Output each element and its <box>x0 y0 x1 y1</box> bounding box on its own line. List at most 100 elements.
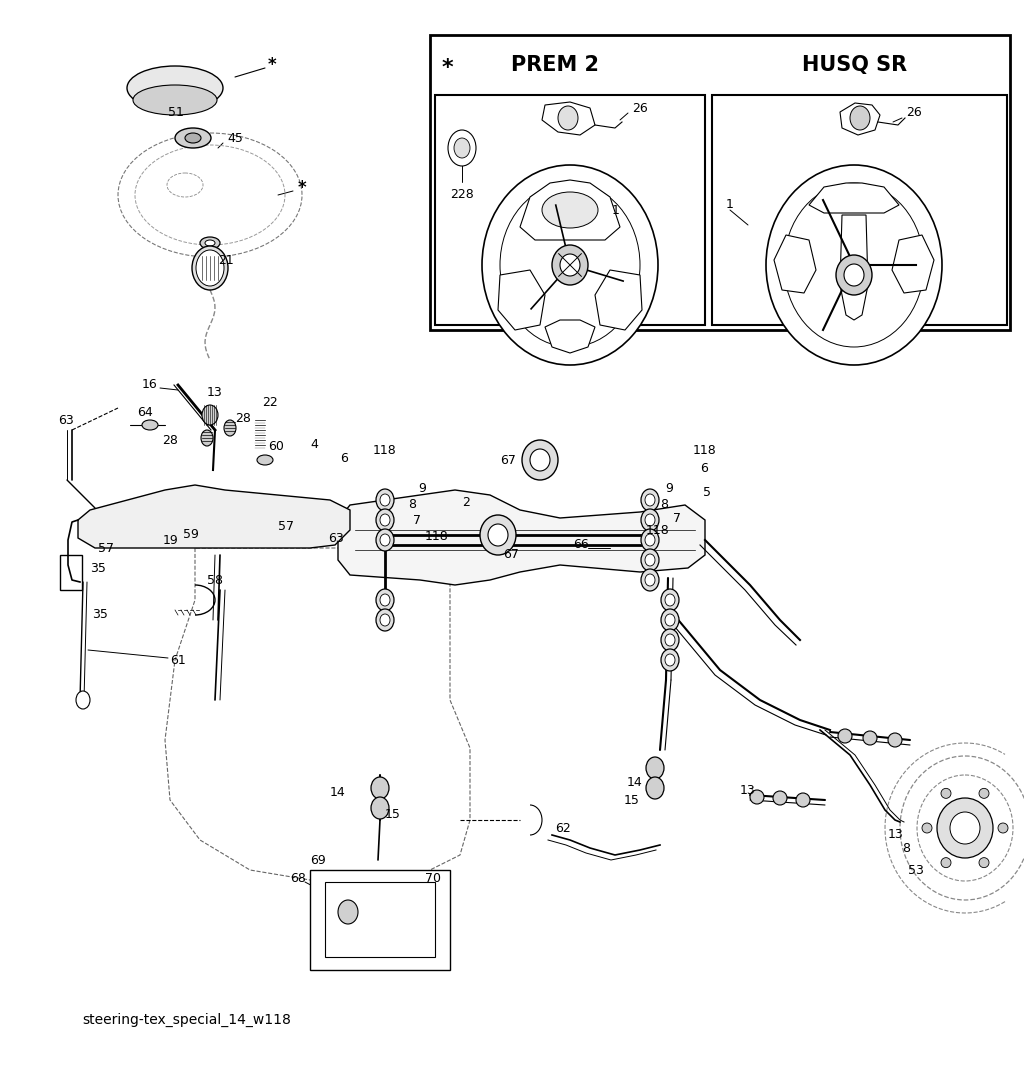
Text: 4: 4 <box>310 439 317 452</box>
Bar <box>435 95 705 325</box>
Polygon shape <box>78 485 350 548</box>
Text: 2: 2 <box>462 496 470 510</box>
Text: 228: 228 <box>450 188 474 201</box>
Ellipse shape <box>641 529 659 551</box>
Ellipse shape <box>371 777 389 799</box>
Polygon shape <box>892 235 934 293</box>
Text: 16: 16 <box>142 379 158 392</box>
Text: 28: 28 <box>234 411 251 425</box>
Text: 118: 118 <box>693 443 717 456</box>
Polygon shape <box>498 270 545 330</box>
Text: 21: 21 <box>218 254 233 267</box>
Ellipse shape <box>522 440 558 480</box>
Ellipse shape <box>196 250 224 286</box>
Ellipse shape <box>998 823 1008 833</box>
Ellipse shape <box>376 509 394 530</box>
Ellipse shape <box>979 858 989 867</box>
Text: 1: 1 <box>612 203 620 216</box>
Ellipse shape <box>376 489 394 511</box>
Text: 45: 45 <box>227 131 243 144</box>
Ellipse shape <box>257 455 273 465</box>
Ellipse shape <box>200 237 220 249</box>
Text: 67: 67 <box>500 453 516 467</box>
Ellipse shape <box>454 138 470 158</box>
Ellipse shape <box>380 514 390 526</box>
Ellipse shape <box>380 594 390 606</box>
Ellipse shape <box>558 107 578 130</box>
Text: 59: 59 <box>183 528 199 541</box>
Text: 35: 35 <box>92 609 108 622</box>
Ellipse shape <box>641 509 659 530</box>
Text: *: * <box>268 56 276 74</box>
Polygon shape <box>542 102 595 134</box>
Bar <box>310 870 450 969</box>
Text: 61: 61 <box>170 653 185 666</box>
Ellipse shape <box>338 900 358 924</box>
Text: 57: 57 <box>278 520 294 533</box>
Ellipse shape <box>863 731 877 745</box>
Ellipse shape <box>937 798 993 858</box>
Ellipse shape <box>552 245 588 285</box>
Ellipse shape <box>175 128 211 148</box>
Ellipse shape <box>662 609 679 631</box>
Ellipse shape <box>76 691 90 709</box>
Text: 8: 8 <box>902 841 910 854</box>
Text: 35: 35 <box>90 562 105 575</box>
Ellipse shape <box>665 594 675 606</box>
Text: 62: 62 <box>555 821 570 835</box>
Text: 22: 22 <box>262 396 278 410</box>
Polygon shape <box>840 103 880 134</box>
Ellipse shape <box>193 246 228 291</box>
Ellipse shape <box>488 524 508 546</box>
Ellipse shape <box>941 858 951 867</box>
Text: 26: 26 <box>632 101 648 114</box>
Ellipse shape <box>560 254 580 277</box>
Ellipse shape <box>646 777 664 799</box>
Text: 118: 118 <box>425 530 449 543</box>
Text: 64: 64 <box>137 407 153 420</box>
Text: 63: 63 <box>328 532 344 544</box>
Ellipse shape <box>641 569 659 591</box>
Text: 15: 15 <box>385 808 400 821</box>
Ellipse shape <box>662 629 679 651</box>
Text: 5: 5 <box>703 485 711 498</box>
Polygon shape <box>338 490 705 585</box>
Ellipse shape <box>380 494 390 506</box>
Ellipse shape <box>773 791 787 805</box>
Text: 9: 9 <box>665 481 673 495</box>
Polygon shape <box>840 215 868 320</box>
Ellipse shape <box>645 494 655 506</box>
Ellipse shape <box>665 614 675 626</box>
Text: *: * <box>442 58 454 77</box>
Polygon shape <box>595 270 642 330</box>
Text: 118: 118 <box>373 443 396 456</box>
Text: 26: 26 <box>906 105 922 118</box>
Ellipse shape <box>796 793 810 807</box>
Text: 68: 68 <box>290 872 306 884</box>
Text: 13: 13 <box>740 783 756 796</box>
Text: 57: 57 <box>98 541 114 554</box>
Ellipse shape <box>482 165 658 365</box>
Ellipse shape <box>376 529 394 551</box>
Polygon shape <box>520 180 620 240</box>
Text: 28: 28 <box>162 434 178 447</box>
Text: 14: 14 <box>627 776 643 789</box>
Text: 8: 8 <box>660 498 668 511</box>
Ellipse shape <box>950 812 980 844</box>
Ellipse shape <box>641 549 659 571</box>
Ellipse shape <box>449 130 476 166</box>
Ellipse shape <box>530 449 550 471</box>
Text: 67: 67 <box>503 549 519 562</box>
Ellipse shape <box>888 733 902 747</box>
Ellipse shape <box>371 797 389 819</box>
Text: 66: 66 <box>573 538 589 552</box>
Text: 8: 8 <box>408 498 416 511</box>
Text: *: * <box>298 179 306 197</box>
Text: 60: 60 <box>268 440 284 453</box>
Bar <box>325 882 435 957</box>
Ellipse shape <box>380 614 390 626</box>
Text: 6: 6 <box>700 462 708 475</box>
Ellipse shape <box>645 554 655 566</box>
Text: 9: 9 <box>418 481 426 495</box>
Text: 19: 19 <box>163 534 179 547</box>
